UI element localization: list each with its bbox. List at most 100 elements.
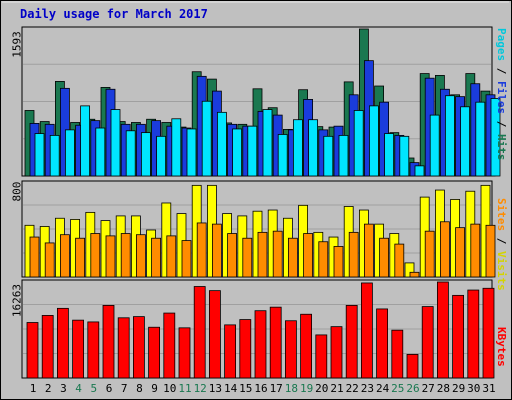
- top-pages-bar-day-1: [34, 133, 45, 177]
- day-label-13: 13: [208, 382, 223, 395]
- top-pages-bar-day-14: [232, 128, 243, 177]
- day-label-24: 24: [375, 382, 390, 395]
- top-y-max-label: 1593: [10, 31, 24, 58]
- day-label-11: 11: [178, 382, 192, 395]
- middle-sites-bar-day-10: [166, 235, 177, 278]
- middle-sites-bar-day-27: [424, 230, 435, 278]
- day-label-9: 9: [151, 382, 158, 395]
- bottom-kbytes-bar-day-20: [315, 334, 328, 379]
- top-pages-bar-day-29: [460, 106, 471, 177]
- middle-sites-bar-day-3: [60, 234, 70, 278]
- legend-segment: Pages: [495, 28, 508, 62]
- day-label-18: 18: [284, 382, 299, 395]
- top-pages-bar-day-16: [262, 109, 273, 177]
- top-pages-bar-day-9: [156, 135, 167, 177]
- bottom-kbytes-bar-day-18: [284, 320, 297, 379]
- day-label-5: 5: [90, 382, 98, 395]
- day-label-22: 22: [345, 382, 359, 395]
- top-pages-bar-day-22: [353, 110, 364, 177]
- middle-sites-bar-day-11: [181, 240, 192, 278]
- middle-sites-bar-day-15: [242, 237, 253, 278]
- top-pages-bar-day-17: [277, 134, 288, 177]
- bottom-kbytes-bar-day-16: [254, 310, 267, 379]
- day-label-7: 7: [120, 382, 128, 395]
- bottom-kbytes-bar-day-17: [269, 306, 282, 379]
- top-pages-bar-day-23: [368, 105, 379, 177]
- middle-sites-bar-day-2: [44, 242, 55, 278]
- middle-sites-bar-day-16: [257, 231, 268, 278]
- middle-sites-bar-day-23: [363, 223, 374, 278]
- top-pages-bar-day-18: [292, 119, 303, 177]
- day-label-21: 21: [330, 382, 344, 395]
- top-pages-bar-day-28: [444, 95, 455, 177]
- day-label-28: 28: [436, 382, 451, 395]
- top-pages-bar-day-31: [490, 98, 501, 177]
- top-pages-bar-day-7: [125, 130, 136, 177]
- middle-sites-bar-day-21: [333, 246, 344, 278]
- bottom-kbytes-bar-day-26: [406, 353, 419, 379]
- day-label-15: 15: [239, 382, 253, 395]
- day-label-26: 26: [406, 382, 420, 395]
- day-label-20: 20: [315, 382, 329, 395]
- top-panel-legend: Pages / Files / Hits: [495, 28, 508, 161]
- bottom-kbytes-bar-day-1: [26, 322, 39, 379]
- top-pages-bar-day-3: [65, 129, 75, 177]
- chart-title: Daily usage for March 2017: [20, 7, 208, 21]
- day-label-14: 14: [223, 382, 238, 395]
- middle-sites-bar-day-12: [196, 222, 207, 278]
- top-pages-bar-day-6: [110, 109, 121, 177]
- middle-visits-bar-day-26: [404, 262, 415, 278]
- bottom-kbytes-bar-day-22: [345, 304, 358, 379]
- bottom-kbytes-bar-day-6: [102, 304, 115, 379]
- bottom-kbytes-bar-day-9: [148, 326, 161, 379]
- middle-sites-bar-day-17: [272, 230, 283, 278]
- middle-sites-bar-day-26: [409, 271, 420, 278]
- bottom-kbytes-bar-day-28: [436, 281, 449, 379]
- day-label-29: 29: [451, 382, 466, 395]
- middle-sites-bar-day-4: [75, 237, 85, 278]
- bottom-kbytes-bar-day-21: [330, 326, 343, 379]
- bottom-kbytes-bar-day-30: [467, 289, 480, 379]
- legend-segment: /: [495, 114, 508, 134]
- middle-sites-bar-day-5: [90, 233, 101, 278]
- middle-sites-bar-day-20: [318, 241, 329, 278]
- legend-segment: KBytes: [495, 327, 508, 367]
- top-pages-bar-day-12: [201, 100, 212, 177]
- bottom-kbytes-bar-day-23: [360, 282, 373, 379]
- bottom-kbytes-bar-day-10: [163, 312, 176, 379]
- legend-segment: Files: [495, 81, 508, 115]
- top-pages-bar-day-24: [384, 133, 395, 177]
- day-label-16: 16: [254, 382, 268, 395]
- bottom-kbytes-bar-day-25: [391, 329, 404, 379]
- top-pages-bar-day-26: [414, 165, 425, 177]
- middle-y-max-label: 800: [10, 181, 24, 202]
- top-pages-bar-day-8: [140, 132, 151, 177]
- day-label-23: 23: [360, 382, 375, 395]
- bottom-kbytes-bar-day-19: [300, 313, 313, 379]
- bottom-kbytes-bar-day-15: [239, 319, 252, 379]
- top-pages-bar-day-2: [49, 134, 60, 177]
- bottom-kbytes-bar-day-3: [57, 307, 69, 379]
- middle-panel-legend: Sites / Visits: [495, 198, 508, 291]
- middle-sites-bar-day-6: [105, 235, 116, 278]
- bottom-kbytes-bar-day-2: [41, 315, 54, 379]
- middle-sites-bar-day-13: [211, 223, 222, 278]
- day-label-12: 12: [193, 382, 207, 395]
- middle-sites-bar-day-19: [303, 233, 314, 278]
- middle-sites-bar-day-1: [29, 236, 40, 278]
- legend-segment: /: [495, 231, 508, 251]
- day-label-10: 10: [163, 382, 177, 395]
- bottom-y-max-label: 16263: [10, 283, 24, 318]
- top-pages-bar-day-20: [323, 135, 334, 177]
- middle-sites-bar-day-22: [348, 231, 359, 278]
- top-pages-bar-day-21: [338, 134, 349, 177]
- day-label-3: 3: [60, 382, 67, 395]
- top-pages-bar-day-30: [475, 101, 486, 177]
- bottom-kbytes-bar-day-12: [193, 286, 206, 379]
- bottom-kbytes-bar-day-24: [376, 308, 389, 379]
- bottom-kbytes-bar-day-29: [452, 294, 465, 379]
- top-pages-bar-day-10: [171, 118, 182, 177]
- top-pages-bar-day-19: [308, 119, 319, 177]
